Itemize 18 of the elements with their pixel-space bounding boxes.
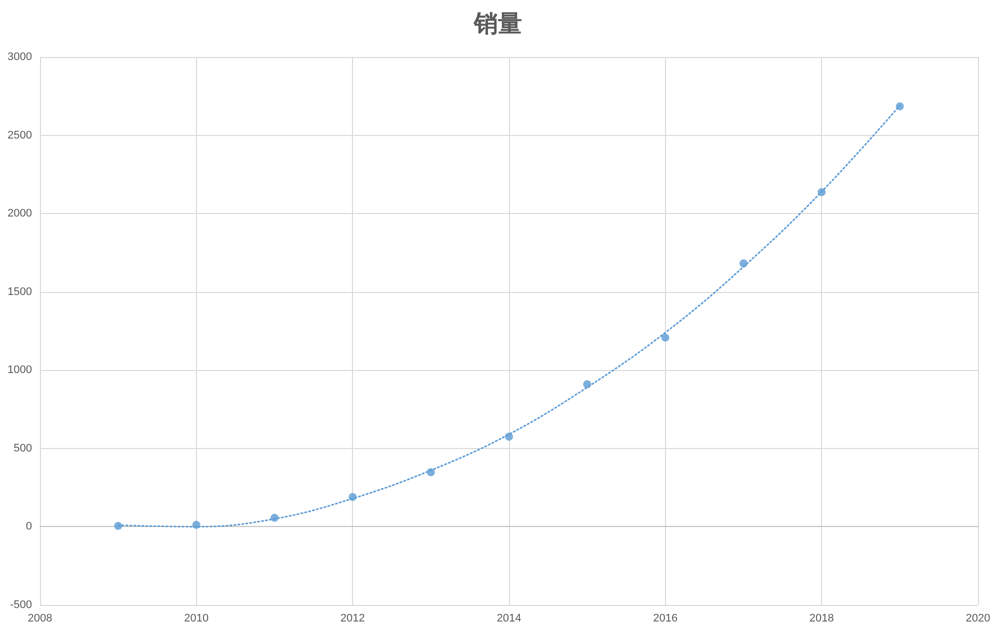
point [661,334,670,342]
y-tick-label: 1000 [8,364,32,376]
y-tick-label: 2000 [8,208,32,220]
x-tick-label: 2018 [809,612,834,624]
y-tick-label: -500 [10,599,32,611]
x-tick-label: 2012 [340,612,365,624]
y-tick-label: 2500 [8,129,32,142]
y-tick-label: 3000 [8,51,32,63]
y-tick-label: 500 [14,442,32,454]
y-tick-label: 1500 [8,286,32,298]
x-tick-label: 2016 [653,612,678,624]
x-tick-label: 2010 [184,612,209,624]
x-tick-label: 2020 [966,612,990,624]
y-tick-label: 0 [26,520,32,533]
chart-title: 销量 [473,8,522,38]
x-tick-label: 2008 [28,612,52,624]
x-tick-label: 2014 [496,612,522,624]
point [114,522,122,530]
